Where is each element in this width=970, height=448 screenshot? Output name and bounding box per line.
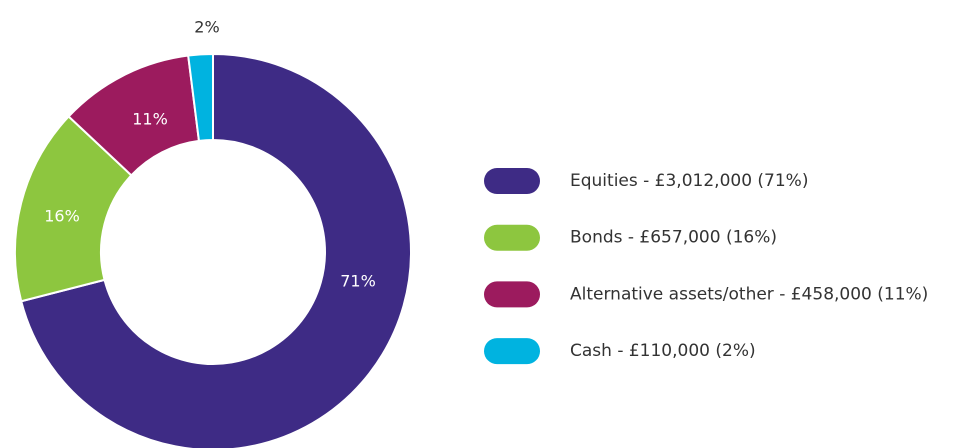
legend-swatch [484,338,540,365]
legend-text: Equities - £3,012,000 (71%) [570,171,808,191]
legend-text: Bonds - £657,000 (16%) [570,228,777,248]
legend-text: Cash - £110,000 (2%) [570,341,756,361]
legend-swatch [484,224,540,251]
slice-label: 16% [44,207,80,226]
legend-text: Alternative assets/other - £458,000 (11%… [570,284,928,304]
slice-label: 11% [132,110,168,129]
slice-label: 71% [340,272,376,291]
donut-slice [187,52,214,143]
donut-slice [20,52,412,448]
legend-swatch [484,168,540,194]
slice-label: 2% [194,18,219,37]
legend-swatch [484,281,540,308]
